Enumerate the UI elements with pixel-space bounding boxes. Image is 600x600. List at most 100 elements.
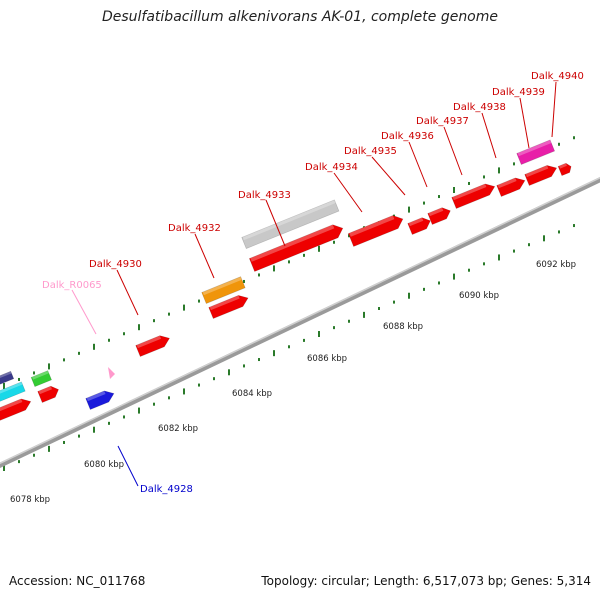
gene-label-dalk_4939: Dalk_4939 xyxy=(492,87,545,98)
leader-dalk_4940 xyxy=(551,81,557,138)
gene-magenta-shine xyxy=(517,139,552,157)
gene-label-dalk_4936: Dalk_4936 xyxy=(381,131,434,142)
scale-label: 6090 kbp xyxy=(459,291,499,301)
gene-red-4937-shine xyxy=(452,183,487,201)
leader-dalk_4936 xyxy=(408,141,428,188)
rna-marker xyxy=(108,367,115,379)
gene-red-4932-body xyxy=(208,295,249,319)
scale-label: 6082 kbp xyxy=(158,424,198,434)
gene-label-dalk_r0065: Dalk_R0065 xyxy=(42,280,102,291)
gene-red-4935-body xyxy=(407,217,431,235)
gene-orange-body xyxy=(201,276,246,304)
gene-red-4930-shine xyxy=(136,335,162,349)
gene-grey xyxy=(241,199,340,249)
feature-track xyxy=(0,139,572,424)
gene-red-small-body xyxy=(37,385,59,403)
gene-blue-shine xyxy=(86,390,106,402)
gene-orange xyxy=(201,276,246,304)
gene-navy-shine xyxy=(0,371,12,382)
gene-red-4930-body xyxy=(135,335,170,357)
gene-red-4940-shine xyxy=(559,163,567,169)
scale-label: 6078 kbp xyxy=(10,495,50,505)
leader-dalk_4928 xyxy=(117,445,139,487)
label-leaders xyxy=(71,81,557,487)
leader-dalk_4933 xyxy=(265,199,286,247)
gene-red-4938-body xyxy=(496,177,526,197)
leader-dalk_r0065 xyxy=(71,289,97,335)
gene-grey-body xyxy=(241,199,340,249)
gene-grey-shine xyxy=(242,199,336,241)
gene-labels: Dalk_R0065 Dalk_4928 Dalk_4930 Dalk_4932 Dal… xyxy=(42,71,584,495)
leader-dalk_4938 xyxy=(481,112,497,159)
gene-blue xyxy=(85,390,115,410)
gene-cyan-body xyxy=(0,381,26,406)
gene-cyan xyxy=(0,381,26,406)
gene-red-4937 xyxy=(451,183,496,209)
gene-red-left-body xyxy=(0,398,32,424)
gene-red-4935-shine xyxy=(408,217,424,227)
gene-red-left xyxy=(0,398,32,424)
gene-red-4939 xyxy=(524,165,558,186)
gene-red-4940 xyxy=(557,162,572,177)
backbone-highlight xyxy=(0,176,600,465)
gene-red-small-shine xyxy=(38,386,52,395)
gene-label-dalk_4937: Dalk_4937 xyxy=(416,116,469,127)
gene-green xyxy=(30,370,52,388)
backbone-line xyxy=(0,176,600,469)
gene-red-4940-body xyxy=(557,162,572,177)
leader-dalk_4935 xyxy=(371,156,406,196)
gene-red-long xyxy=(248,224,344,272)
accession-text: Accession: NC_011768 xyxy=(9,574,146,588)
scale-label: 6088 kbp xyxy=(383,322,423,332)
map-title: Desulfatibacillum alkenivorans AK-01, co… xyxy=(101,9,499,25)
gene-green-shine xyxy=(32,370,49,380)
leader-dalk_4937 xyxy=(443,126,463,176)
gene-red-4938-shine xyxy=(497,177,517,189)
scale-label: 6084 kbp xyxy=(232,389,272,399)
gene-red-4932 xyxy=(208,295,249,319)
gene-red-4937-body xyxy=(451,183,496,209)
gene-red-4935 xyxy=(407,217,431,235)
gene-red-4939-body xyxy=(524,165,558,186)
leader-dalk_4932 xyxy=(194,233,215,279)
gene-orange-shine xyxy=(202,276,242,296)
scale-label: 6086 kbp xyxy=(307,354,347,364)
gene-cyan-shine xyxy=(0,381,23,398)
gene-red-4934-body xyxy=(347,215,404,247)
leader-dalk_4939 xyxy=(519,97,530,149)
gene-label-dalk_4930: Dalk_4930 xyxy=(89,259,142,270)
leader-dalk_4934 xyxy=(333,172,363,213)
genome-backbone xyxy=(0,176,600,469)
scale-labels: 6078 kbp 6080 kbp 6082 kbp 6084 kbp 6086 kbp… xyxy=(10,260,576,505)
genome-summary: Topology: circular; Length: 6,517,073 bp… xyxy=(261,574,591,588)
gene-magenta xyxy=(516,139,556,165)
gene-magenta-body xyxy=(516,139,556,165)
gene-label-dalk_4938: Dalk_4938 xyxy=(453,102,506,113)
gene-red-left-shine xyxy=(0,398,23,416)
gene-red-4939-shine xyxy=(525,165,549,178)
gene-navy-body xyxy=(0,370,15,389)
gene-red-4934-shine xyxy=(349,215,395,237)
gene-label-dalk_4935: Dalk_4935 xyxy=(344,146,397,157)
gene-label-dalk_4933: Dalk_4933 xyxy=(238,190,291,201)
leader-dalk_4930 xyxy=(116,269,139,316)
gene-red-4930 xyxy=(135,335,170,357)
gene-red-4934 xyxy=(347,215,404,247)
gene-red-long-shine xyxy=(250,224,335,262)
gene-navy xyxy=(0,370,15,389)
gene-blue-body xyxy=(85,390,115,410)
gene-red-4936 xyxy=(427,207,451,225)
gene-red-4938 xyxy=(496,177,526,197)
scale-label: 6080 kbp xyxy=(84,460,124,470)
gene-red-4932-shine xyxy=(209,295,240,311)
scale-label: 6092 kbp xyxy=(536,260,576,270)
gene-green-body xyxy=(30,370,52,388)
gene-label-dalk_4928: Dalk_4928 xyxy=(140,484,193,495)
gene-red-long-body xyxy=(248,224,344,272)
gene-label-dalk_4940: Dalk_4940 xyxy=(531,71,584,82)
gene-label-dalk_4934: Dalk_4934 xyxy=(305,162,358,173)
gene-red-4936-shine xyxy=(428,207,444,217)
gene-label-dalk_4932: Dalk_4932 xyxy=(168,223,221,234)
gene-red-small xyxy=(37,385,59,403)
